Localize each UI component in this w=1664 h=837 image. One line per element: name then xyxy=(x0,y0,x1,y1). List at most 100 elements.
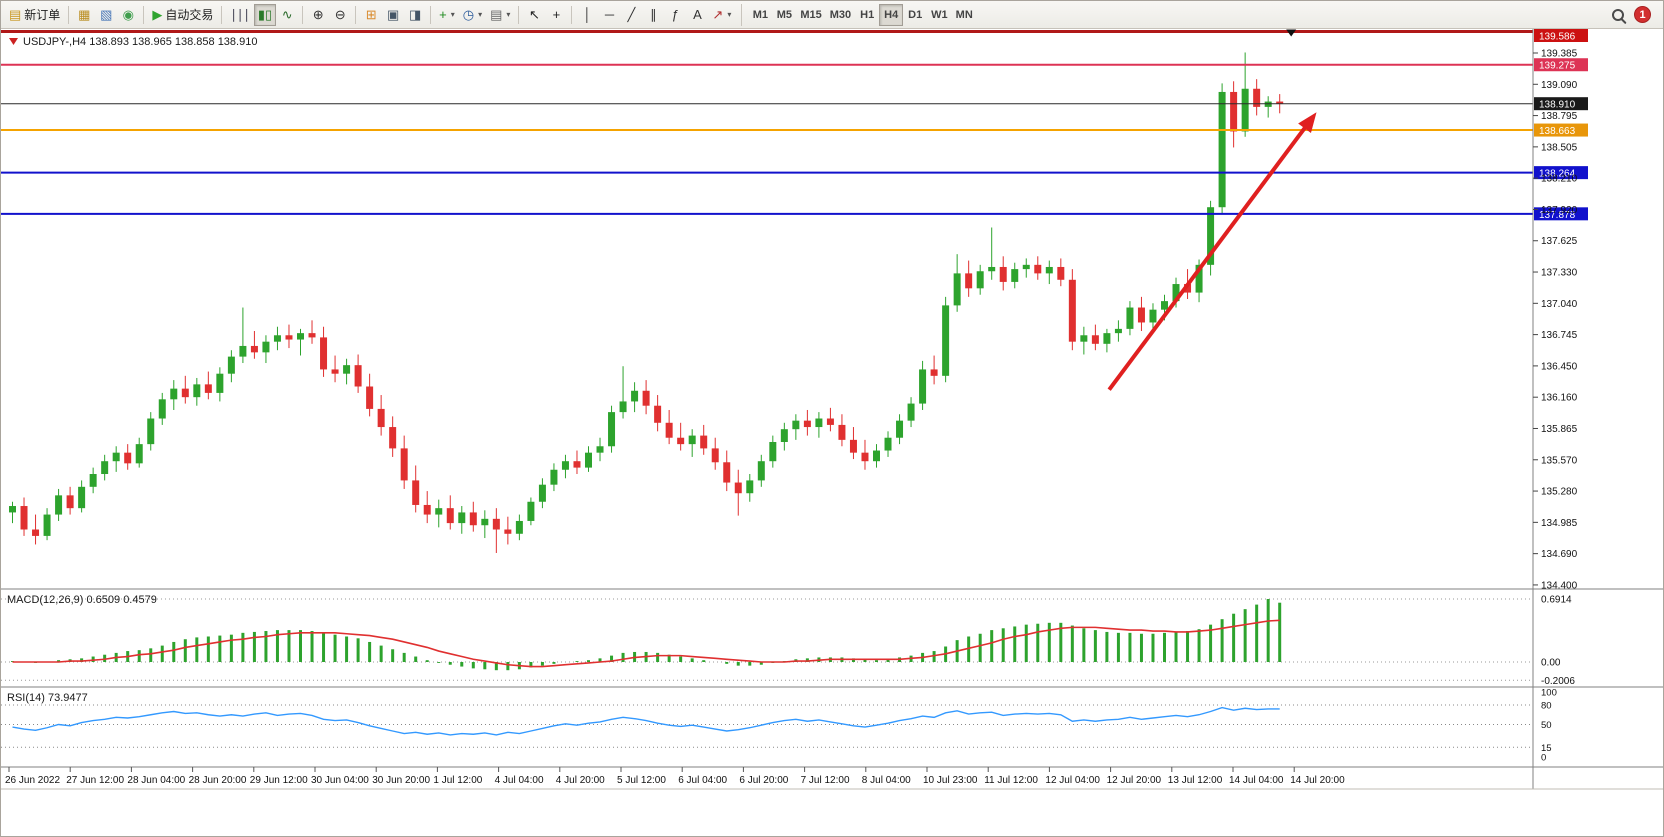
tile-windows-button[interactable]: ⊞ xyxy=(360,4,382,26)
new-window-button[interactable]: ▣ xyxy=(382,4,404,26)
candle[interactable] xyxy=(988,227,996,280)
candle[interactable] xyxy=(412,465,420,513)
candle[interactable] xyxy=(1230,81,1238,148)
candle[interactable] xyxy=(1207,200,1215,276)
candle[interactable] xyxy=(273,326,281,351)
candle[interactable] xyxy=(1218,83,1226,214)
candle[interactable] xyxy=(1080,326,1088,355)
arrows-button-dropdown-icon[interactable]: ▾ xyxy=(727,10,732,19)
candles[interactable] xyxy=(9,52,1284,553)
candle[interactable] xyxy=(654,395,662,432)
candle[interactable] xyxy=(896,414,904,445)
candle[interactable] xyxy=(366,373,374,417)
candle[interactable] xyxy=(561,454,569,479)
chart-shift-button[interactable]: ◨ xyxy=(404,4,426,26)
candle[interactable] xyxy=(1149,303,1157,329)
periods-button[interactable]: ◷ ▾ xyxy=(459,4,486,26)
candle[interactable] xyxy=(1114,320,1122,342)
candle[interactable] xyxy=(32,514,40,545)
indicators-button-dropdown-icon[interactable]: ▾ xyxy=(450,10,455,19)
candle[interactable] xyxy=(757,454,765,487)
timeframe-m5-button[interactable]: M5 xyxy=(772,4,796,26)
candle[interactable] xyxy=(838,414,846,447)
candle[interactable] xyxy=(147,412,155,451)
candle[interactable] xyxy=(1045,260,1053,285)
candle[interactable] xyxy=(204,371,212,400)
candle[interactable] xyxy=(1022,258,1030,278)
profiles-button[interactable]: ▧ xyxy=(95,4,117,26)
search-icon[interactable] xyxy=(1612,8,1624,21)
candle[interactable] xyxy=(734,469,742,516)
candle[interactable] xyxy=(1126,301,1134,336)
candle[interactable] xyxy=(227,350,235,383)
candle[interactable] xyxy=(193,377,201,406)
candle[interactable] xyxy=(423,491,431,524)
candle[interactable] xyxy=(308,320,316,344)
zoom-out-button[interactable]: ⊖ xyxy=(329,4,351,26)
candle[interactable] xyxy=(320,326,328,377)
fibonacci-button[interactable]: ƒ xyxy=(664,4,686,26)
candle[interactable] xyxy=(608,405,616,453)
candle[interactable] xyxy=(101,454,109,481)
candle[interactable] xyxy=(965,260,973,297)
crosshair-button[interactable]: + xyxy=(545,4,567,26)
chart-area[interactable]: 139.586 139.275 138.910 138.663 138.264 137.8… xyxy=(1,29,1664,836)
indicators-button[interactable]: + ▾ xyxy=(435,4,459,26)
candle[interactable] xyxy=(504,516,512,545)
candle[interactable] xyxy=(1253,79,1261,116)
candle[interactable] xyxy=(250,331,258,359)
candle[interactable] xyxy=(585,446,592,472)
candle[interactable] xyxy=(331,355,339,383)
candle[interactable] xyxy=(239,307,247,364)
candle[interactable] xyxy=(112,446,120,472)
candle[interactable] xyxy=(884,431,892,457)
time-axis[interactable]: 26 Jun 2022 27 Jun 12:00 28 Jun 04:00 28 Ju… xyxy=(1,767,1664,790)
candle[interactable] xyxy=(619,366,627,419)
candle[interactable] xyxy=(66,486,74,515)
candle[interactable] xyxy=(999,256,1007,291)
candle[interactable] xyxy=(642,380,650,415)
candle[interactable] xyxy=(861,439,869,470)
candle[interactable] xyxy=(665,409,673,445)
trend-arrow[interactable] xyxy=(1107,112,1317,391)
candle[interactable] xyxy=(89,467,97,494)
candle[interactable] xyxy=(953,254,961,312)
channel-button[interactable]: ∥ xyxy=(642,4,664,26)
candle[interactable] xyxy=(1137,296,1145,332)
candle[interactable] xyxy=(515,514,523,541)
candle[interactable] xyxy=(723,450,731,492)
candle[interactable] xyxy=(135,437,143,468)
periods-button-dropdown-icon[interactable]: ▾ xyxy=(478,10,483,19)
candle[interactable] xyxy=(976,264,984,295)
candle[interactable] xyxy=(1264,96,1272,118)
candle[interactable] xyxy=(181,375,189,404)
candle[interactable] xyxy=(262,335,270,364)
candle[interactable] xyxy=(550,463,558,492)
candle[interactable] xyxy=(930,355,938,385)
auto-trading-button[interactable]: ▶ 自动交易 xyxy=(148,4,217,26)
cursor-button[interactable]: ↖ xyxy=(523,4,545,26)
trendline-button[interactable]: ╱ xyxy=(620,4,642,26)
candle[interactable] xyxy=(688,429,696,457)
candle[interactable] xyxy=(1103,328,1111,353)
candle[interactable] xyxy=(573,450,581,475)
new-order-button[interactable]: ▤ 新订单 xyxy=(5,4,64,26)
candle[interactable] xyxy=(769,435,777,468)
candle[interactable] xyxy=(596,437,604,462)
candle[interactable] xyxy=(9,501,16,524)
candle[interactable] xyxy=(849,427,857,460)
candle[interactable] xyxy=(216,367,224,402)
candle[interactable] xyxy=(826,407,834,432)
candle[interactable] xyxy=(780,422,788,451)
timeframe-m1-button[interactable]: M1 xyxy=(748,4,772,26)
candle[interactable] xyxy=(170,380,178,410)
candle[interactable] xyxy=(297,328,304,356)
candle[interactable] xyxy=(907,397,915,428)
candle[interactable] xyxy=(458,506,466,534)
arrows-button[interactable]: ↗ ▾ xyxy=(708,4,735,26)
timeframe-mn-button[interactable]: MN xyxy=(952,4,977,26)
candle[interactable] xyxy=(700,424,708,455)
candle[interactable] xyxy=(55,488,63,521)
candle[interactable] xyxy=(711,437,719,470)
candle[interactable] xyxy=(792,414,800,440)
